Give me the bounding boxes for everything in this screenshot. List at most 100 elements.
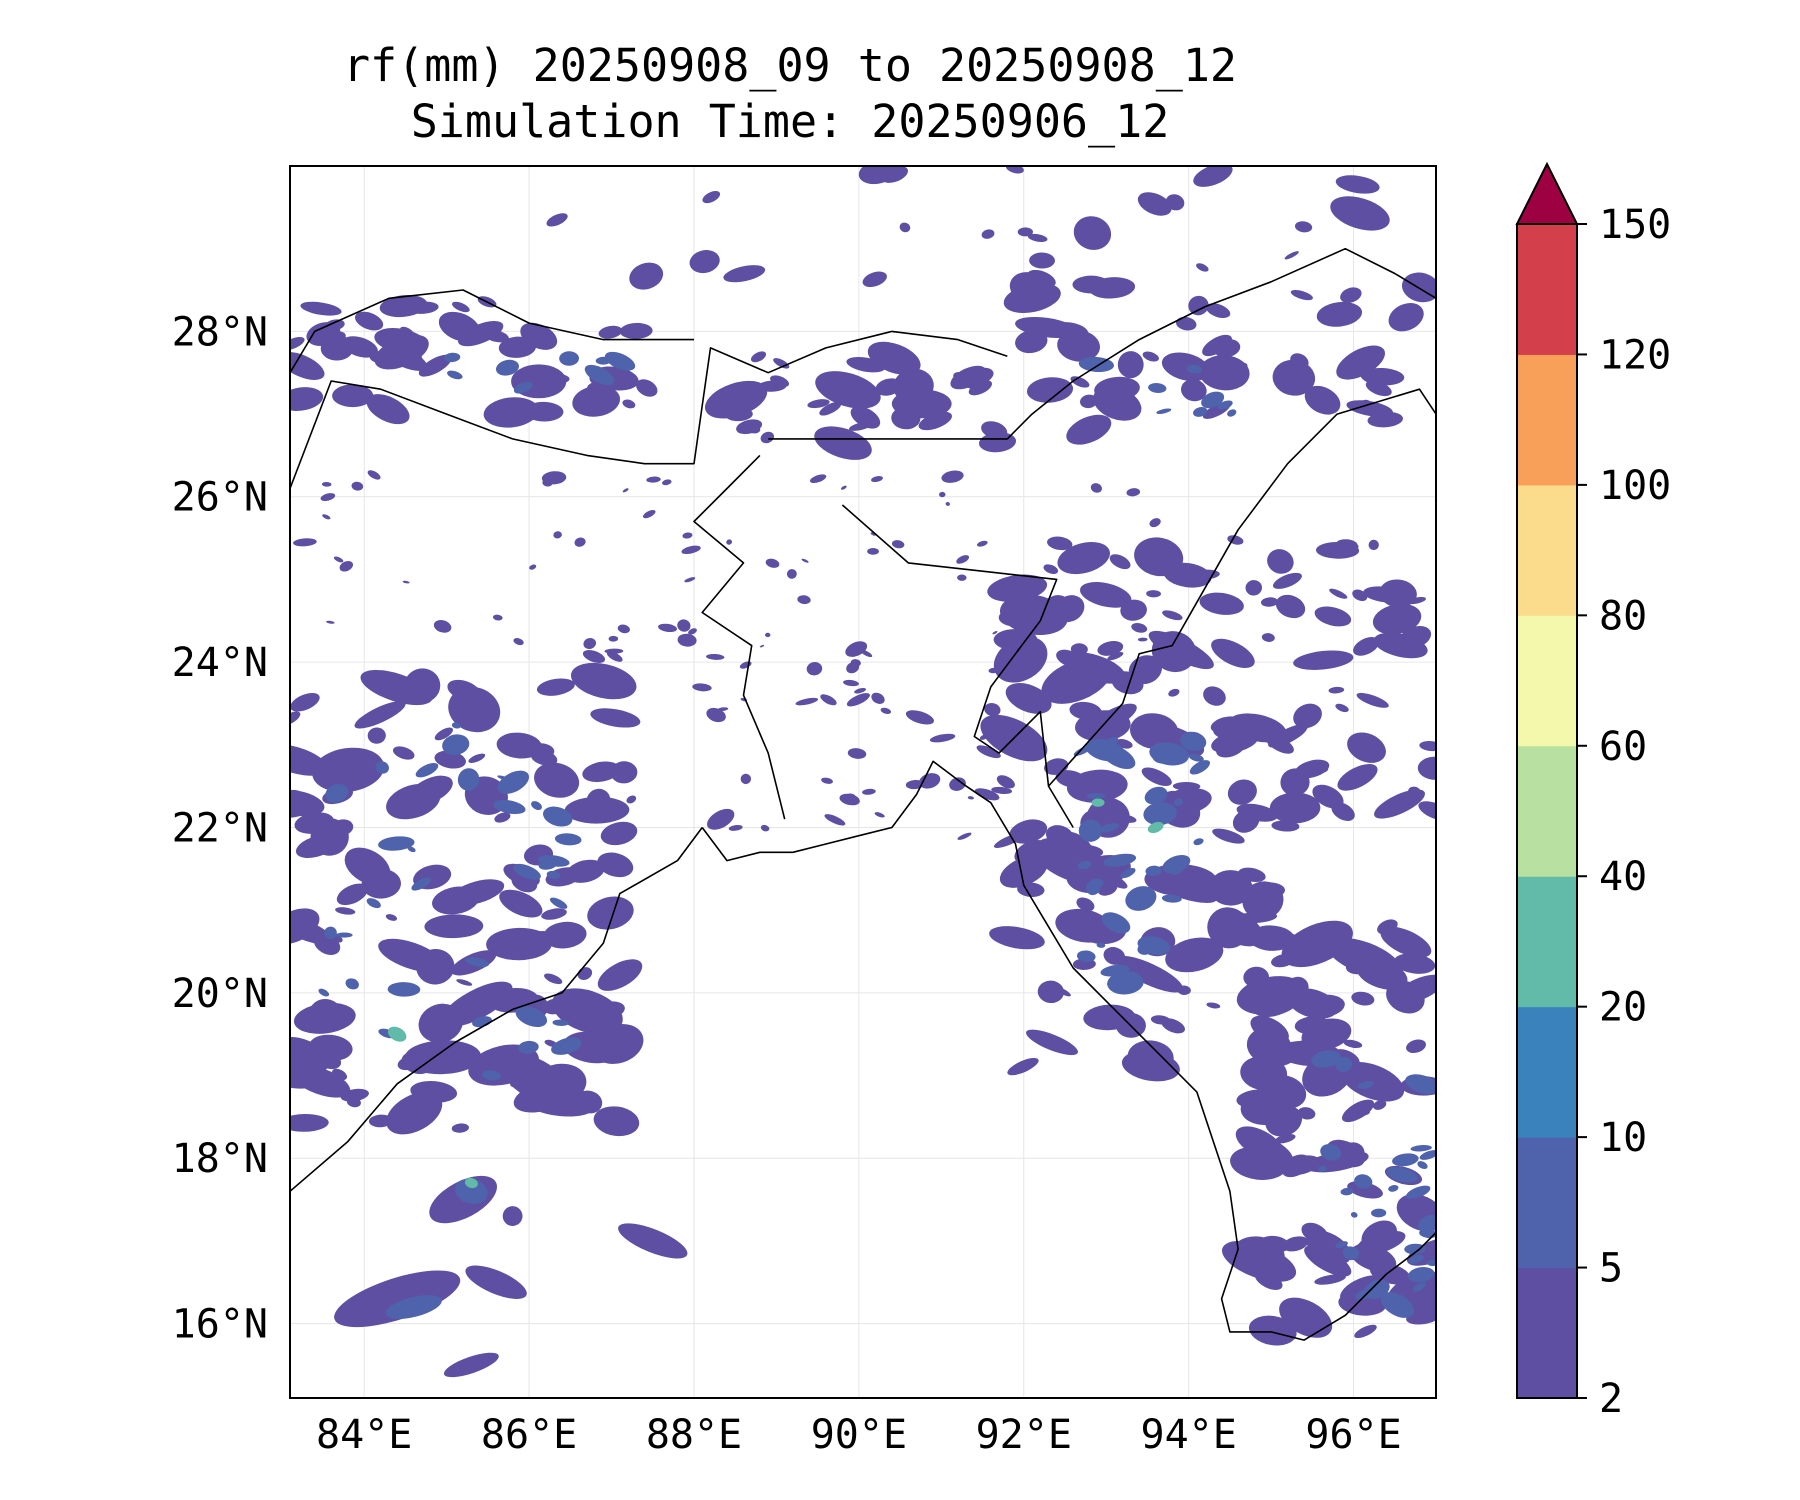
rain-cell (945, 502, 950, 506)
rain-cell (322, 514, 331, 520)
colorbar: 2 5 10 20 40 60 80 100 120 150 (1515, 161, 1671, 1422)
rain-cell (707, 808, 735, 830)
rain-cell (1211, 730, 1259, 754)
rain-cell (452, 301, 470, 313)
rain-cell (1152, 750, 1173, 764)
rain-cell (1236, 803, 1278, 822)
rain-cell (465, 957, 489, 967)
rain-cell (566, 859, 605, 883)
rain-cell (1316, 301, 1363, 327)
rain-cell (1274, 1133, 1296, 1144)
rain-cell (1165, 937, 1224, 973)
rain-cell (1103, 853, 1137, 867)
rain-cell (1147, 821, 1164, 834)
rain-cell (1227, 779, 1257, 805)
rain-cell (957, 832, 972, 840)
rain-cell (418, 354, 452, 377)
rain-cell (559, 351, 579, 366)
rain-cell (402, 580, 410, 584)
rain-cell (1026, 377, 1074, 403)
rain-cell (1055, 908, 1112, 943)
rain-cell (704, 380, 768, 419)
rain-cell (760, 824, 770, 832)
rain-cell (1242, 881, 1284, 920)
rain-cell (1069, 701, 1102, 720)
rainfall-field (290, 166, 1436, 1378)
rain-cell (1406, 1185, 1431, 1199)
rain-cell (582, 650, 606, 663)
rain-cell (1146, 590, 1161, 598)
rain-cell (610, 761, 638, 784)
colorbar-segment (1517, 354, 1577, 486)
rain-cell (1217, 400, 1233, 410)
rain-cell (1419, 1149, 1436, 1160)
rain-cell (1342, 1246, 1360, 1261)
rain-cell (465, 1265, 527, 1299)
lat-axis: 16°N 18°N 20°N 22°N 24°N 26°N 28°N (172, 309, 268, 1347)
rain-cell (1352, 589, 1368, 602)
rain-cell (546, 213, 568, 227)
rain-cell (905, 710, 934, 725)
rain-cell (443, 1352, 499, 1378)
rain-cell (415, 763, 439, 778)
rain-cell (1260, 597, 1279, 607)
rain-cell (1293, 650, 1354, 670)
rain-cell (846, 662, 860, 674)
coastlines-borders (290, 247, 1436, 1341)
rain-cell (1168, 688, 1180, 697)
rain-cell (293, 538, 317, 547)
rain-cell (815, 371, 881, 409)
rain-cell (807, 399, 830, 409)
rain-cell (1057, 330, 1101, 362)
rain-cell (325, 783, 349, 803)
rain-cell (583, 638, 597, 649)
rain-cell (293, 1002, 356, 1034)
lat-tick-label: 22°N (172, 805, 268, 851)
rain-cell (918, 773, 941, 789)
bangladesh-west-border (693, 454, 786, 820)
nepal-border-north (290, 330, 1008, 489)
rain-cell (1209, 870, 1253, 906)
rain-cell (367, 470, 381, 480)
colorbar-label: 10 (1599, 1115, 1647, 1161)
rain-cell (619, 322, 653, 340)
rain-cell (1327, 1052, 1344, 1065)
rain-cell (290, 387, 324, 411)
rain-cell (1210, 716, 1240, 733)
rain-cell (387, 982, 421, 997)
rain-cell (1294, 759, 1330, 779)
rain-cell (290, 1113, 329, 1132)
rain-cell (1284, 251, 1299, 260)
rain-cell (1417, 1161, 1428, 1170)
rain-cell (875, 378, 902, 396)
rain-cell (1201, 391, 1225, 409)
rain-cell (1405, 1074, 1436, 1095)
rain-cell (1193, 407, 1208, 417)
rain-cell (399, 326, 415, 338)
rain-cell (981, 229, 995, 239)
rain-cell (451, 1123, 469, 1133)
rain-cell (750, 351, 767, 363)
rain-cell (513, 381, 533, 394)
rain-cell (1094, 376, 1140, 402)
rain-cell (1248, 1315, 1297, 1346)
rain-cell (1057, 542, 1110, 575)
rain-cell (1064, 659, 1081, 676)
rain-cell (1287, 988, 1338, 1019)
colorbar-segment (1517, 745, 1577, 877)
rain-cell (385, 1295, 442, 1319)
myanmar-india-border (1047, 388, 1436, 787)
rain-cell (1340, 287, 1362, 303)
colorbar-segment (1517, 224, 1577, 355)
rain-cell (1115, 955, 1183, 993)
rain-cell (1043, 564, 1059, 575)
rain-cell (570, 662, 637, 700)
rain-cell (1271, 820, 1300, 832)
rain-cell (416, 949, 455, 985)
rain-cell (1272, 359, 1316, 396)
rain-cell (1029, 252, 1055, 269)
rain-cell (1213, 339, 1241, 358)
rain-cell (565, 1103, 576, 1114)
rain-cell (1143, 802, 1177, 826)
rain-cell (1268, 724, 1308, 748)
